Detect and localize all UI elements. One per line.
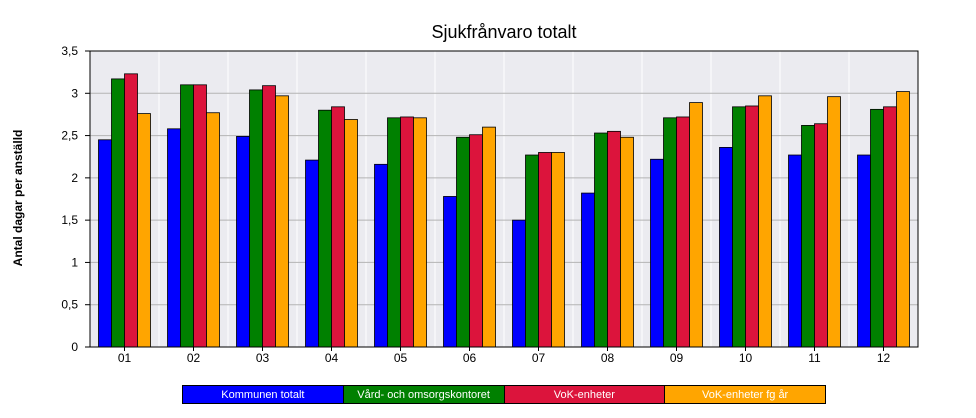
y-tick-label: 1,5 xyxy=(61,213,78,227)
y-tick-label: 2,5 xyxy=(61,129,78,143)
bar xyxy=(801,125,815,348)
bar xyxy=(512,219,526,348)
bar xyxy=(387,117,401,348)
bar xyxy=(400,116,414,348)
x-tick-label: 05 xyxy=(394,351,408,365)
bar xyxy=(374,163,388,348)
y-tick-label: 3 xyxy=(71,86,78,100)
y-axis-label: Antal dagar per anställd xyxy=(11,130,25,267)
bar xyxy=(525,154,539,348)
bar xyxy=(206,112,220,348)
bar xyxy=(814,123,828,348)
y-tick-label: 2 xyxy=(71,171,78,185)
plot-frame xyxy=(89,50,919,348)
x-tick-label: 12 xyxy=(877,351,891,365)
bar xyxy=(482,126,496,348)
y-tick-label: 3,5 xyxy=(61,44,78,58)
bar xyxy=(413,117,427,348)
x-tick-label: 11 xyxy=(808,351,821,365)
bar xyxy=(469,134,483,348)
bar xyxy=(456,136,470,348)
bar xyxy=(180,84,194,348)
bar xyxy=(607,130,621,348)
x-tick-label: 01 xyxy=(118,351,132,365)
x-tick-label: 09 xyxy=(670,351,684,365)
bar xyxy=(719,147,733,348)
legend: Kommunen totalt Vård- och omsorgskontoret… xyxy=(182,385,826,404)
bar xyxy=(124,73,138,348)
bar xyxy=(883,106,897,348)
y-tick-label: 0,5 xyxy=(61,298,78,312)
bar xyxy=(676,116,690,348)
bar xyxy=(581,192,595,348)
x-tick-label: 06 xyxy=(463,351,477,365)
bar xyxy=(538,152,552,348)
x-tick-label: 02 xyxy=(187,351,201,365)
bar xyxy=(111,78,125,348)
bar xyxy=(167,128,181,348)
x-tick-label: 08 xyxy=(601,351,615,365)
bar xyxy=(551,152,565,348)
bar xyxy=(193,84,207,348)
bar xyxy=(318,109,332,348)
chart-title: Sjukfrånvaro totalt xyxy=(431,22,576,42)
bar xyxy=(594,132,608,348)
bar xyxy=(275,95,289,348)
x-tick-label: 04 xyxy=(325,351,339,365)
bar xyxy=(758,95,772,348)
bar xyxy=(827,96,841,348)
bar xyxy=(896,91,910,348)
bar xyxy=(305,159,319,348)
bar xyxy=(331,106,345,348)
legend-item: VoK-enheter xyxy=(504,386,666,403)
bar xyxy=(137,113,151,348)
bar xyxy=(98,139,112,348)
bar xyxy=(650,158,664,348)
bar xyxy=(443,196,457,348)
bar xyxy=(689,102,703,348)
y-tick-label: 0 xyxy=(71,340,78,354)
bar xyxy=(870,108,884,348)
x-tick-label: 10 xyxy=(739,351,753,365)
bar xyxy=(663,117,677,348)
bar xyxy=(745,105,759,348)
y-tick-label: 1 xyxy=(71,255,78,269)
legend-item: Vård- och omsorgskontoret xyxy=(343,386,505,403)
bar xyxy=(249,89,263,348)
x-tick-label: 07 xyxy=(532,351,546,365)
legend-item: Kommunen totalt xyxy=(183,386,344,403)
plot-area: 0 0,5 1 1,5 2 2,5 3 3,5 01 02 03 04 05 06 07 08 09 10 11 12 xyxy=(61,44,919,365)
legend-item: VoK-enheter fg år xyxy=(665,386,825,403)
bar xyxy=(857,154,871,348)
bar xyxy=(262,85,276,348)
bar xyxy=(344,119,358,348)
bar xyxy=(620,136,634,348)
bar xyxy=(788,154,802,348)
bar xyxy=(236,136,250,348)
bar xyxy=(732,106,746,348)
x-tick-label: 03 xyxy=(256,351,270,365)
